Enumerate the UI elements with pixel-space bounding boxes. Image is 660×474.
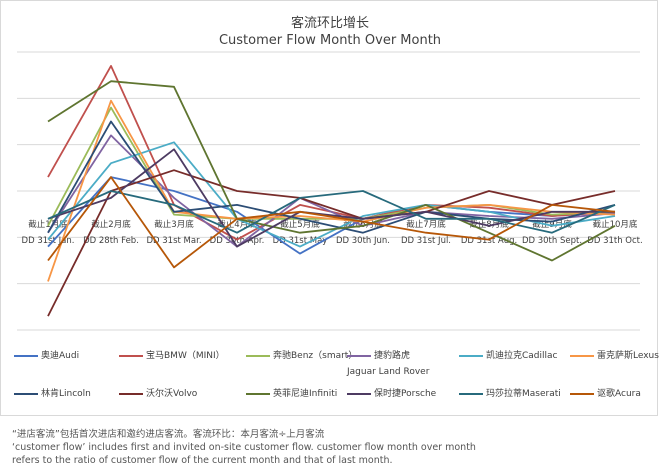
chart-subtitle: Customer Flow Month Over Month xyxy=(218,33,442,48)
legend-swatch xyxy=(459,354,483,357)
legend-item: 捷豹路虎 Jaguar Land Rover xyxy=(347,351,430,377)
legend-label: 英菲尼迪Infiniti xyxy=(273,389,338,399)
footnotes: “进店客流”包括首次进店和邀约进店客流。客流环比：本月客流÷上月客流 ‘cust… xyxy=(12,428,652,467)
legend-swatch xyxy=(570,392,594,395)
x-tick-label-cn: 截止3月底 xyxy=(154,219,194,230)
legend-item: 沃尔沃Volvo xyxy=(119,386,197,399)
x-tick-label-cn: 截止2月底 xyxy=(91,219,131,230)
legend-swatch xyxy=(570,354,594,357)
x-tick-label-en: DD 30th Apr. xyxy=(210,236,265,246)
legend-swatch xyxy=(347,392,371,395)
legend-swatch xyxy=(14,392,38,395)
note-line-1: “进店客流”包括首次进店和邀约进店客流。客流环比：本月客流÷上月客流 xyxy=(12,429,325,440)
x-tick-label-cn: 截止9月底 xyxy=(532,219,572,230)
legend-item: 雷克萨斯Lexus xyxy=(570,348,659,361)
legend-item: 保时捷Porsche xyxy=(347,386,436,399)
x-tick-label-en: DD 31st Jan. xyxy=(22,236,75,246)
x-tick-label-en: DD 31th Oct. xyxy=(587,236,642,246)
legend-item: 玛莎拉蒂Maserati xyxy=(459,386,561,399)
x-tick-label-cn: 截止5月底 xyxy=(280,219,320,230)
x-tick-label-cn: 截止4月底 xyxy=(217,219,257,230)
x-tick-label-cn: 截止7月底 xyxy=(406,219,446,230)
x-tick-label-en: DD 31st Jul. xyxy=(401,236,451,246)
legend-label: 玛莎拉蒂Maserati xyxy=(486,389,561,399)
legend-label: 保时捷Porsche xyxy=(374,389,437,399)
x-tick-label-en: DD 30th Jun. xyxy=(336,236,390,246)
series-line xyxy=(47,99,616,282)
legend-label: 宝马BMW（MINI） xyxy=(146,351,225,361)
x-tick-label-en: DD 31st May xyxy=(273,236,328,246)
legend-swatch xyxy=(459,392,483,395)
legend-label: 奥迪Audi xyxy=(41,351,80,361)
legend-item: 英菲尼迪Infiniti xyxy=(246,386,337,399)
legend-item: 奥迪Audi xyxy=(14,348,79,361)
legend-label: 凯迪拉克Cadillac xyxy=(486,351,558,361)
chart-frame xyxy=(0,0,658,416)
legend-swatch xyxy=(119,354,143,357)
legend-label: 捷豹路虎 xyxy=(374,351,411,361)
series-line xyxy=(47,190,616,234)
legend-swatch xyxy=(119,392,143,395)
x-tick-label-cn: 截止6月底 xyxy=(343,219,383,230)
series-line xyxy=(47,176,616,255)
legend-item: 宝马BMW（MINI） xyxy=(119,348,225,361)
legend-swatch xyxy=(14,354,38,357)
series-line xyxy=(47,80,616,262)
legend-label: 奔驰Benz（smart） xyxy=(273,351,358,361)
legend-label: 沃尔沃Volvo xyxy=(146,389,198,399)
legend-item: 奔驰Benz（smart） xyxy=(246,348,357,361)
legend-swatch xyxy=(246,354,270,357)
series-line xyxy=(47,148,615,248)
legend-item: 凯迪拉克Cadillac xyxy=(459,348,557,361)
legend-label: 讴歌Acura xyxy=(597,389,641,399)
chart-title: 客流环比增长 xyxy=(290,16,369,31)
legend-item: 讴歌Acura xyxy=(570,386,641,399)
legend-swatch xyxy=(246,392,270,395)
legend-item: 林肯Lincoln xyxy=(14,386,91,399)
series-line xyxy=(47,120,616,234)
note-line-2: ‘customer flow’ includes first and invit… xyxy=(12,442,476,453)
x-tick-label-en: DD 31st Mar. xyxy=(146,236,201,246)
x-tick-label-en: DD 28th Feb. xyxy=(83,236,139,246)
x-tick-label-en: DD 31st Aug. xyxy=(461,236,517,246)
x-tick-label-en: DD 30th Sept. xyxy=(522,236,582,246)
legend-swatch xyxy=(347,354,371,357)
legend-label: 雷克萨斯Lexus xyxy=(597,351,659,361)
x-tick-label-cn: 截止8月底 xyxy=(469,219,509,230)
x-tick-label-cn: 截止10月底 xyxy=(593,219,638,230)
series-line xyxy=(47,169,616,317)
series-line xyxy=(47,176,616,269)
note-line-3: refers to the ratio of customer flow of … xyxy=(12,455,393,466)
legend-label: 林肯Lincoln xyxy=(41,389,91,399)
